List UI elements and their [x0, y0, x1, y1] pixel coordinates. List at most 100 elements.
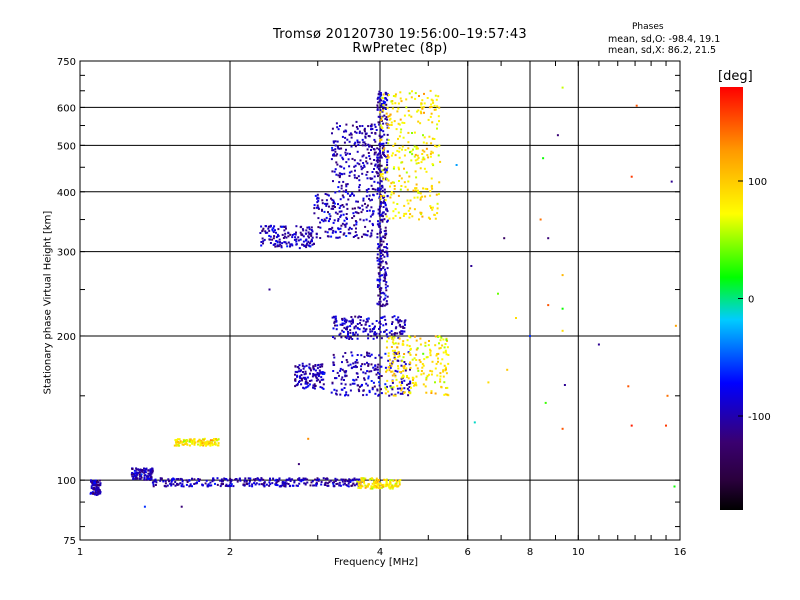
- data-point: [307, 235, 310, 238]
- data-point: [385, 262, 388, 265]
- data-point: [149, 470, 152, 473]
- data-point: [311, 240, 313, 243]
- data-point: [395, 128, 398, 131]
- data-point: [377, 377, 380, 379]
- data-point: [272, 477, 275, 480]
- data-point: [178, 438, 181, 441]
- data-point: [378, 210, 381, 213]
- data-point: [378, 354, 381, 357]
- data-point: [197, 443, 199, 446]
- data-point: [165, 485, 168, 488]
- data-point: [199, 441, 202, 444]
- data-point: [341, 322, 344, 325]
- data-point: [347, 364, 350, 367]
- data-point: [379, 98, 382, 101]
- data-point: [365, 189, 368, 192]
- data-point: [410, 96, 413, 99]
- data-point: [384, 294, 387, 297]
- chart-subtitle: RwPretec (8p): [352, 41, 448, 56]
- data-point: [284, 483, 287, 486]
- data-point: [335, 154, 338, 157]
- data-point: [338, 172, 341, 175]
- data-point: [339, 165, 342, 168]
- data-point: [374, 480, 377, 483]
- data-point: [415, 364, 418, 367]
- data-point: [378, 90, 381, 93]
- data-point: [345, 213, 348, 215]
- data-point: [311, 243, 314, 246]
- data-point: [335, 122, 338, 125]
- data-point: [340, 224, 343, 227]
- data-point: [418, 95, 420, 97]
- data-point: [375, 477, 378, 480]
- data-point: [363, 480, 365, 483]
- data-point: [445, 366, 447, 369]
- data-point: [438, 144, 441, 147]
- x-axis-label: Frequency [MHz]: [334, 557, 419, 568]
- data-point: [429, 115, 432, 118]
- data-point: [403, 365, 406, 367]
- data-point: [415, 375, 418, 378]
- data-point: [373, 326, 376, 329]
- data-point: [394, 342, 397, 345]
- data-point: [341, 319, 344, 322]
- data-point: [386, 194, 389, 197]
- data-point: [407, 109, 410, 112]
- data-point: [251, 483, 254, 486]
- data-point: [206, 440, 209, 443]
- data-point: [243, 479, 246, 482]
- data-point: [397, 194, 400, 197]
- data-point: [409, 368, 411, 371]
- data-point: [400, 330, 403, 333]
- data-point: [306, 385, 309, 388]
- data-point: [171, 479, 174, 482]
- data-point: [344, 478, 347, 481]
- data-point: [193, 483, 196, 485]
- data-point: [376, 189, 379, 192]
- data-point: [429, 190, 432, 193]
- data-point: [340, 165, 343, 168]
- data-point: [380, 292, 383, 295]
- data-point: [352, 482, 355, 485]
- data-point: [406, 383, 409, 386]
- data-point: [356, 162, 359, 165]
- data-point: [353, 215, 356, 218]
- data-point: [172, 483, 175, 486]
- data-point: [371, 128, 374, 130]
- data-point: [388, 115, 391, 117]
- data-point: [313, 387, 316, 390]
- data-point: [90, 487, 93, 490]
- data-point: [346, 207, 349, 210]
- data-point: [302, 240, 305, 243]
- data-point: [435, 98, 438, 101]
- data-point: [399, 387, 402, 390]
- data-point: [151, 469, 154, 472]
- data-point: [373, 483, 376, 486]
- data-point: [196, 481, 198, 484]
- colorbar-tick-label: 0: [748, 295, 754, 306]
- data-point: [316, 482, 318, 485]
- data-point: [308, 226, 311, 229]
- data-point: [373, 480, 376, 483]
- data-point: [347, 482, 350, 485]
- data-point: [418, 359, 421, 362]
- data-point: [333, 321, 336, 324]
- data-point: [394, 394, 397, 397]
- data-point: [399, 97, 402, 100]
- data-point: [339, 198, 342, 201]
- data-point: [337, 128, 340, 131]
- data-point: [429, 194, 432, 197]
- data-point: [352, 362, 355, 365]
- data-point: [381, 147, 384, 150]
- data-point: [337, 186, 340, 189]
- data-point: [383, 315, 386, 318]
- data-point: [341, 388, 344, 391]
- data-point: [431, 99, 434, 102]
- data-point: [151, 467, 154, 470]
- data-point: [314, 364, 317, 367]
- data-point: [385, 274, 388, 277]
- data-point: [364, 202, 366, 205]
- data-point: [391, 321, 394, 324]
- data-point: [347, 228, 350, 231]
